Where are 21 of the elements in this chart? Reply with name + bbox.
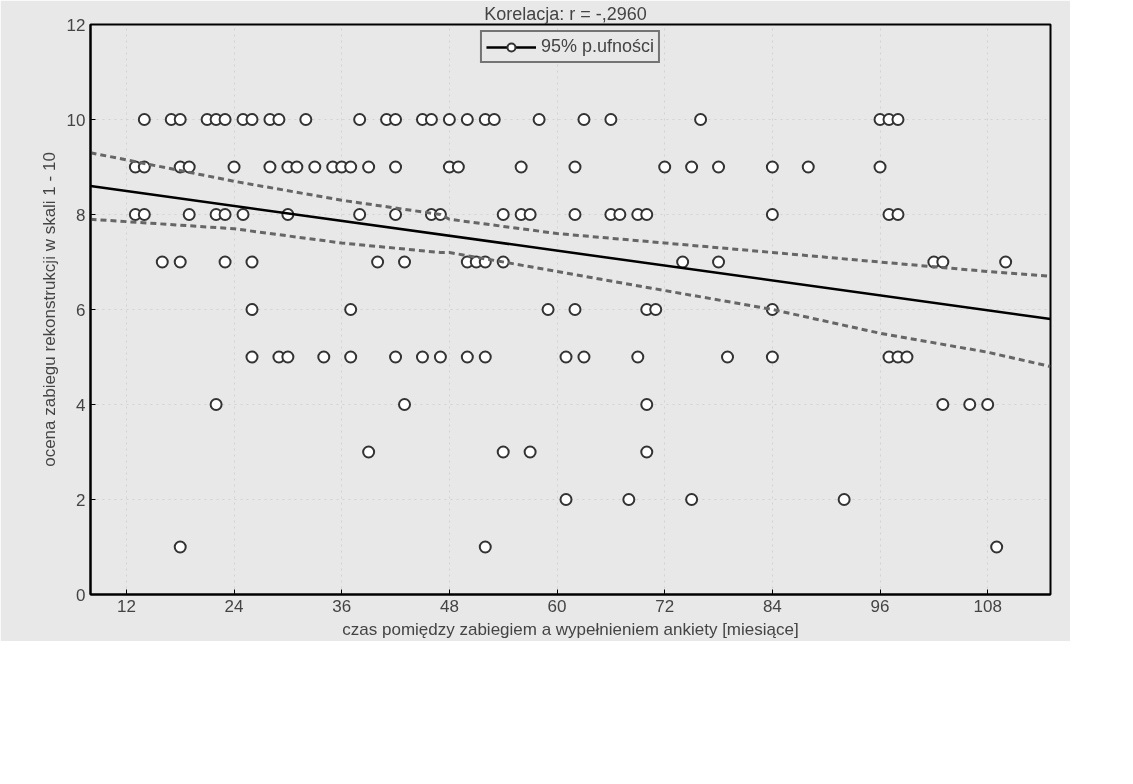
y-tick-label: 0 xyxy=(76,585,86,605)
y-axis-title: ocena zabiegu rekonstrukcji w skali 1 - 10 xyxy=(39,152,59,467)
line-series xyxy=(90,217,1051,368)
x-tick-label: 84 xyxy=(762,596,782,616)
x-tick-label: 48 xyxy=(439,596,459,616)
text: Korelacja: r = -,2960 xyxy=(484,3,647,24)
x-tick-label: 72 xyxy=(655,596,675,616)
x-tick-label: 108 xyxy=(973,596,1002,616)
y-tick-label: 2 xyxy=(76,490,86,510)
y-tick-label: 8 xyxy=(76,205,86,225)
x-axis-title: czas pomiędzy zabiegiem a wypełnieniem ankiety [miesiące] xyxy=(342,619,799,639)
y-tick-label: 4 xyxy=(76,395,86,415)
y-tick-label: 6 xyxy=(76,300,86,320)
x-tick-label: 24 xyxy=(224,596,244,616)
y-tick-label: 12 xyxy=(66,15,86,35)
x-tick-label: 12 xyxy=(116,596,136,616)
x-tick-label: 96 xyxy=(870,596,890,616)
y-tick-label: 10 xyxy=(66,110,86,130)
x-tick-label: 36 xyxy=(332,596,352,616)
legend-label: 95% p.ufności xyxy=(540,36,655,57)
x-tick-label: 60 xyxy=(547,596,567,616)
